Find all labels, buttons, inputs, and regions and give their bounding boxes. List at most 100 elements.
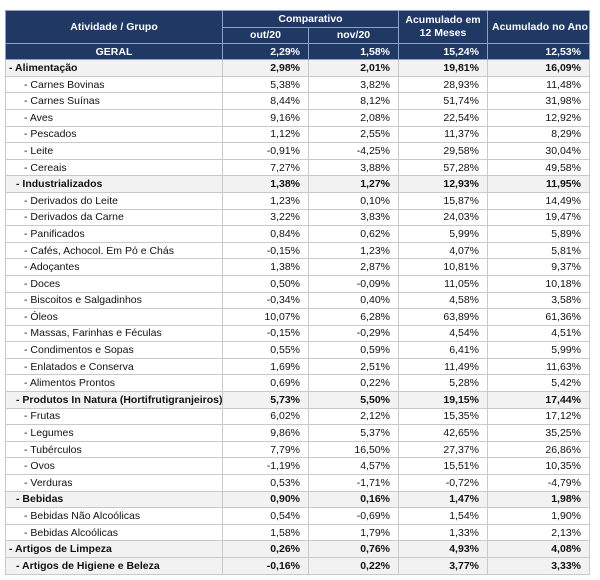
row-label: - Derivados da Carne [5,208,223,227]
table-row: - Biscoitos e Salgadinhos -0,34% 0,40% 4,58… [5,291,590,310]
table-row: - Legumes 9,86% 5,37% 42,65% 35,25% [5,424,590,442]
table-row: - Artigos de Higiene e Beleza -0,16% 0,22%… [5,557,590,575]
value-cell: 1,79% [308,523,399,542]
table-row: - Leite -0,91% -4,25% 29,58% 30,04% [5,142,590,160]
value-cell: 0,40% [308,291,399,310]
header-cell: out/20 [222,26,309,45]
value-cell: 16,09% [487,59,590,77]
table-row: - Frutas 6,02% 2,12% 15,35% 17,12% [5,407,590,426]
value-cell: -4,79% [487,474,590,492]
value-cell: 57,28% [398,158,488,177]
value-cell: 42,65% [398,424,488,442]
row-label: - Doces [5,274,223,293]
value-cell: 1,23% [308,241,399,260]
row-label: - Derivados do Leite [5,191,223,210]
table-row: - Derivados da Carne 3,22% 3,83% 24,03% 19,4… [5,208,590,227]
table-row: - Óleos 10,07% 6,28% 63,89% 61,36% [5,308,590,326]
table-row: - Carnes Bovinas 5,38% 3,82% 28,93% 11,48% [5,75,590,94]
row-label: - Frutas [5,407,223,426]
value-cell: 29,58% [398,142,488,160]
value-cell: 0,53% [222,474,309,492]
value-cell: 19,47% [487,208,590,227]
value-cell: 1,38% [222,175,309,193]
value-cell: 5,37% [308,424,399,442]
value-cell: 3,58% [487,291,590,310]
value-cell: 17,12% [487,407,590,426]
value-cell: 9,86% [222,424,309,442]
header-row: Atividade / Grupo Comparativo Acumulado … [5,9,590,45]
value-cell: 15,51% [398,457,488,476]
row-label: - Legumes [5,424,223,442]
value-cell: -0,72% [398,474,488,492]
value-cell: 63,89% [398,308,488,326]
table-header: Atividade / Grupo Comparativo Acumulado … [5,9,590,45]
value-cell: 2,87% [308,258,399,276]
row-label: - Biscoitos e Salgadinhos [5,291,223,310]
row-label: - Condimentos e Sopas [5,341,223,359]
row-label: - Panificados [5,225,223,243]
value-cell: 10,07% [222,308,309,326]
value-cell: 2,12% [308,407,399,426]
value-cell: 2,98% [222,59,309,77]
value-cell: 0,22% [308,374,399,393]
value-cell: 11,63% [487,357,590,376]
value-cell: -0,29% [308,324,399,343]
value-cell: 3,33% [487,557,590,575]
value-cell: 0,55% [222,341,309,359]
value-cell: 1,58% [222,523,309,542]
table-row: GERAL 2,29% 1,58% 15,24% 12,53% [5,43,590,61]
value-cell: 30,04% [487,142,590,160]
value-cell: -1,19% [222,457,309,476]
table-row: - Panificados 0,84% 0,62% 5,99% 5,89% [5,225,590,243]
value-cell: 1,12% [222,125,309,144]
value-cell: 2,01% [308,59,399,77]
value-cell: 5,38% [222,75,309,94]
row-label: - Produtos In Natura (Hortifrutigranjeir… [5,391,223,409]
price-table: Atividade / Grupo Comparativo Acumulado … [5,9,590,575]
row-label: - Carnes Bovinas [5,75,223,94]
value-cell: 1,47% [398,490,488,509]
value-cell: 5,42% [487,374,590,393]
value-cell: 5,99% [487,341,590,359]
row-label: - Industrializados [5,175,223,193]
value-cell: 19,15% [398,391,488,409]
value-cell: -0,15% [222,324,309,343]
row-label: - Artigos de Higiene e Beleza [5,557,223,575]
value-cell: 1,98% [487,490,590,509]
value-cell: 0,59% [308,341,399,359]
value-cell: 8,44% [222,92,309,110]
value-cell: -0,15% [222,241,309,260]
value-cell: 0,50% [222,274,309,293]
value-cell: 0,90% [222,490,309,509]
value-cell: 11,49% [398,357,488,376]
table-row: - Artigos de Limpeza 0,26% 0,76% 4,93% 4,08% [5,540,590,558]
value-cell: 51,74% [398,92,488,110]
table-row: - Aves 9,16% 2,08% 22,54% 12,92% [5,108,590,127]
value-cell: 2,13% [487,523,590,542]
value-cell: 11,05% [398,274,488,293]
header-cell: Atividade / Grupo [5,9,223,45]
value-cell: 4,08% [487,540,590,558]
row-label: - Carnes Suínas [5,92,223,110]
value-cell: 5,99% [398,225,488,243]
row-label: - Adoçantes [5,258,223,276]
value-cell: 2,29% [222,43,309,61]
row-label: - Cereais [5,158,223,177]
value-cell: 0,16% [308,490,399,509]
value-cell: 10,81% [398,258,488,276]
value-cell: 0,69% [222,374,309,393]
table-row: - Ovos -1,19% 4,57% 15,51% 10,35% [5,457,590,476]
value-cell: 2,55% [308,125,399,144]
value-cell: 61,36% [487,308,590,326]
value-cell: 28,93% [398,75,488,94]
table-row: - Alimentação 2,98% 2,01% 19,81% 16,09% [5,59,590,77]
value-cell: 6,28% [308,308,399,326]
row-label: - Ovos [5,457,223,476]
row-label: - Aves [5,108,223,127]
table-body: GERAL 2,29% 1,58% 15,24% 12,53% - Alimentação… [5,43,590,575]
value-cell: 2,08% [308,108,399,127]
value-cell: 7,79% [222,440,309,459]
value-cell: 5,50% [308,391,399,409]
value-cell: 1,58% [308,43,399,61]
value-cell: 5,73% [222,391,309,409]
